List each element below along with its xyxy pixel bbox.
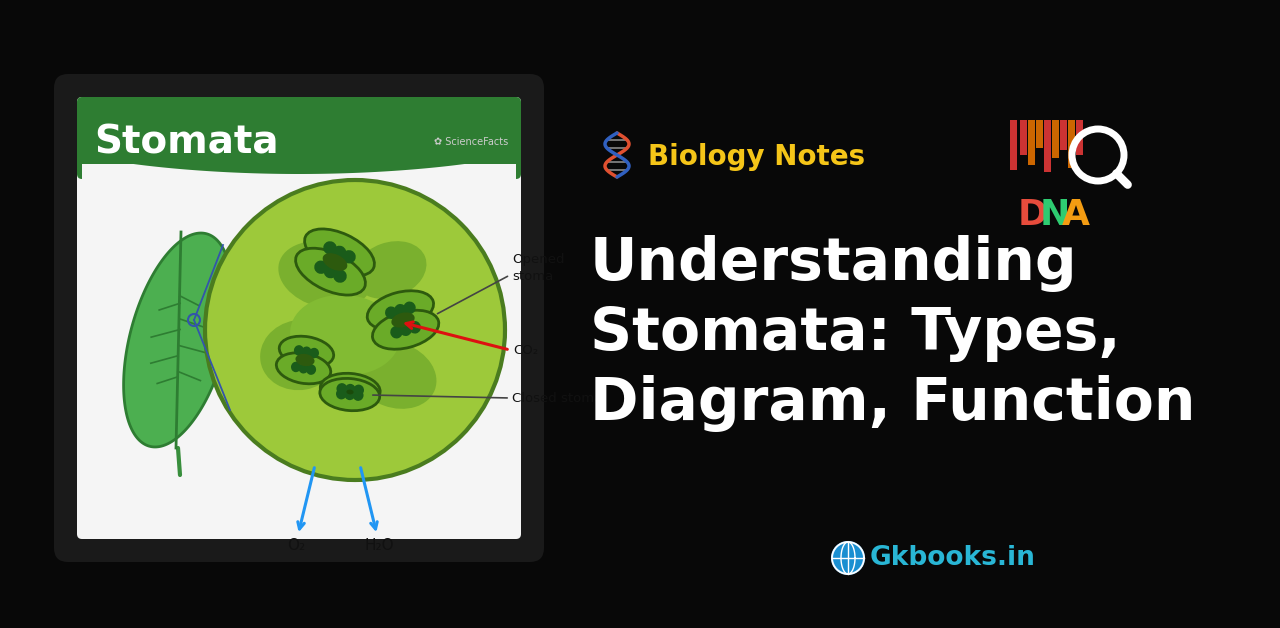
Ellipse shape — [278, 241, 371, 309]
Bar — [1052, 120, 1059, 158]
Ellipse shape — [353, 384, 364, 396]
Ellipse shape — [372, 310, 439, 349]
Ellipse shape — [302, 347, 311, 357]
Text: N: N — [1039, 198, 1070, 232]
Text: Gkbooks.in: Gkbooks.in — [870, 545, 1036, 571]
Text: Opened
stoma: Opened stoma — [512, 254, 564, 283]
Ellipse shape — [353, 341, 436, 409]
Ellipse shape — [296, 248, 365, 295]
Ellipse shape — [279, 336, 334, 367]
Text: O₂: O₂ — [287, 538, 305, 553]
Ellipse shape — [347, 389, 353, 394]
Bar — [1076, 120, 1083, 155]
Text: Diagram, Function: Diagram, Function — [590, 374, 1196, 431]
Circle shape — [205, 180, 506, 480]
Bar — [82, 164, 516, 179]
Text: D: D — [1018, 198, 1048, 232]
Ellipse shape — [291, 295, 399, 375]
Ellipse shape — [344, 384, 356, 395]
Ellipse shape — [294, 345, 303, 355]
Ellipse shape — [320, 373, 380, 406]
Bar — [1020, 120, 1027, 155]
Text: A: A — [1062, 198, 1091, 232]
Polygon shape — [82, 102, 516, 174]
Ellipse shape — [394, 304, 407, 317]
Ellipse shape — [385, 306, 397, 319]
Ellipse shape — [408, 321, 421, 333]
Ellipse shape — [337, 383, 347, 394]
Ellipse shape — [323, 253, 347, 271]
Text: Biology Notes: Biology Notes — [648, 143, 865, 171]
Ellipse shape — [298, 363, 308, 374]
Text: Understanding: Understanding — [590, 234, 1078, 291]
Ellipse shape — [320, 379, 380, 411]
Bar — [1060, 120, 1068, 150]
Ellipse shape — [344, 389, 355, 400]
Text: Stomata: Types,: Stomata: Types, — [590, 305, 1120, 362]
Ellipse shape — [392, 312, 415, 328]
Ellipse shape — [353, 390, 364, 401]
Ellipse shape — [337, 388, 347, 399]
Ellipse shape — [305, 229, 375, 276]
Bar — [1044, 120, 1051, 172]
Bar — [1068, 120, 1075, 168]
Text: Closed stoma: Closed stoma — [512, 391, 603, 404]
Ellipse shape — [308, 348, 319, 359]
Ellipse shape — [315, 261, 328, 274]
Ellipse shape — [399, 323, 412, 336]
Ellipse shape — [390, 326, 402, 338]
Text: ✿ ScienceFacts: ✿ ScienceFacts — [434, 137, 508, 147]
FancyBboxPatch shape — [54, 74, 544, 562]
Ellipse shape — [260, 320, 340, 390]
Ellipse shape — [403, 301, 416, 314]
Bar — [1010, 120, 1018, 170]
Ellipse shape — [324, 241, 337, 254]
Polygon shape — [124, 233, 233, 447]
Bar — [1028, 120, 1036, 165]
Ellipse shape — [291, 362, 301, 372]
Ellipse shape — [342, 250, 356, 264]
Ellipse shape — [276, 353, 330, 384]
Circle shape — [832, 542, 864, 574]
Text: CO₂: CO₂ — [513, 344, 538, 357]
FancyBboxPatch shape — [77, 97, 521, 539]
Ellipse shape — [333, 246, 346, 259]
Ellipse shape — [324, 265, 337, 278]
Ellipse shape — [367, 291, 434, 330]
Ellipse shape — [296, 354, 315, 366]
Ellipse shape — [333, 269, 347, 283]
FancyBboxPatch shape — [77, 97, 521, 179]
Ellipse shape — [306, 364, 316, 375]
Bar — [1036, 120, 1043, 148]
Ellipse shape — [353, 241, 426, 299]
Text: H₂O: H₂O — [365, 538, 394, 553]
Text: Stomata: Stomata — [93, 123, 279, 161]
